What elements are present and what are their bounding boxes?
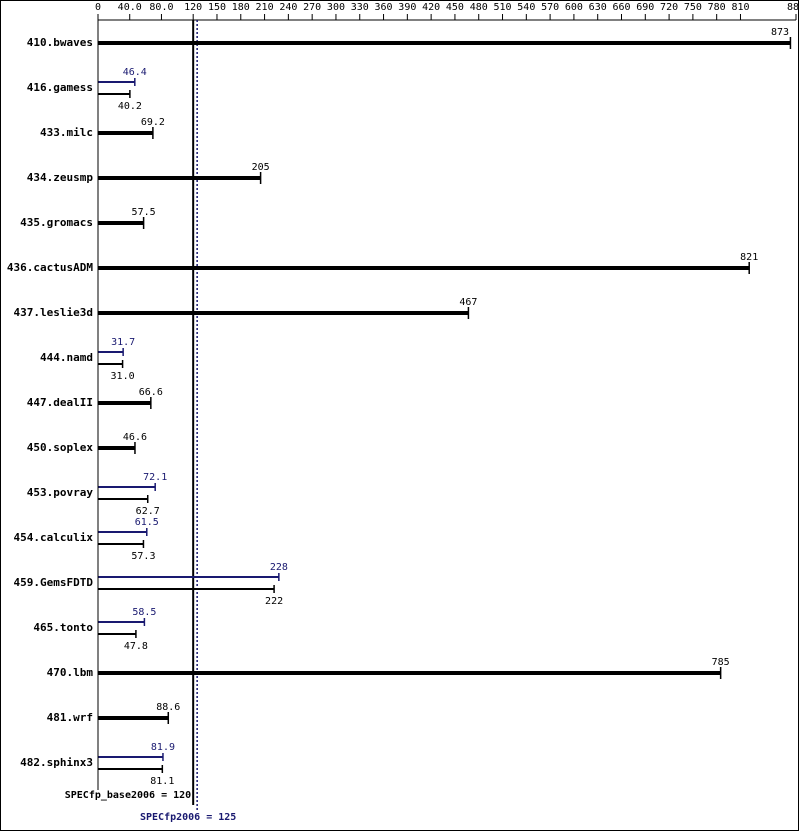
x-tick-label: 750	[684, 2, 702, 13]
value-label: 228	[270, 562, 288, 573]
value-label: 72.1	[143, 472, 167, 483]
value-label: 222	[265, 596, 283, 607]
x-tick-label: 360	[375, 2, 393, 13]
x-tick-label: 390	[398, 2, 416, 13]
x-tick-label: 150	[208, 2, 226, 13]
reference-label: SPECfp_base2006 = 120	[65, 790, 191, 801]
x-tick-label: 880	[787, 2, 799, 13]
x-tick-label: 570	[541, 2, 559, 13]
value-label: 47.8	[124, 641, 148, 652]
value-label: 467	[459, 297, 477, 308]
x-tick-label: 780	[708, 2, 726, 13]
category-label: 437.leslie3d	[14, 306, 93, 319]
category-label: 410.bwaves	[27, 36, 93, 49]
x-tick-label: 240	[279, 2, 297, 13]
x-tick-label: 480	[470, 2, 488, 13]
x-tick-label: 420	[422, 2, 440, 13]
x-tick-label: 630	[589, 2, 607, 13]
value-label: 40.2	[118, 101, 142, 112]
x-tick-label: 0	[95, 2, 101, 13]
category-label: 481.wrf	[47, 711, 93, 724]
x-tick-label: 450	[446, 2, 464, 13]
x-tick-label: 80.0	[149, 2, 173, 13]
value-label: 821	[740, 252, 758, 263]
value-label: 46.6	[123, 432, 147, 443]
x-tick-label: 540	[517, 2, 535, 13]
x-tick-label: 270	[303, 2, 321, 13]
value-label: 46.4	[123, 67, 147, 78]
value-label: 62.7	[136, 506, 160, 517]
x-tick-label: 720	[660, 2, 678, 13]
category-label: 447.dealII	[27, 396, 93, 409]
category-label: 459.GemsFDTD	[14, 576, 94, 589]
value-label: 69.2	[141, 117, 165, 128]
value-label: 785	[712, 657, 730, 668]
category-label: 470.lbm	[47, 666, 94, 679]
category-label: 433.milc	[40, 126, 93, 139]
x-tick-label: 510	[493, 2, 511, 13]
value-label: 57.3	[131, 551, 155, 562]
value-label: 57.5	[132, 207, 156, 218]
x-tick-label: 810	[731, 2, 749, 13]
reference-label: SPECfp2006 = 125	[140, 812, 236, 823]
category-label: 465.tonto	[33, 621, 93, 634]
category-label: 435.gromacs	[20, 216, 93, 229]
category-label: 450.soplex	[27, 441, 94, 454]
category-label: 436.cactusADM	[7, 261, 93, 274]
value-label: 66.6	[139, 387, 163, 398]
category-label: 434.zeusmp	[27, 171, 94, 184]
value-label: 31.0	[111, 371, 135, 382]
x-tick-label: 330	[351, 2, 369, 13]
x-tick-label: 600	[565, 2, 583, 13]
category-label: 416.gamess	[27, 81, 93, 94]
x-tick-label: 300	[327, 2, 345, 13]
value-label: 81.1	[150, 776, 174, 787]
x-tick-label: 180	[232, 2, 250, 13]
x-tick-label: 120	[184, 2, 202, 13]
x-tick-label: 690	[636, 2, 654, 13]
value-label: 58.5	[132, 607, 156, 618]
x-tick-label: 660	[612, 2, 630, 13]
category-label: 444.namd	[40, 351, 93, 364]
category-label: 453.povray	[27, 486, 94, 499]
x-tick-label: 40.0	[118, 2, 142, 13]
value-label: 205	[252, 162, 270, 173]
category-label: 482.sphinx3	[20, 756, 93, 769]
value-label: 873	[771, 27, 789, 38]
x-tick-label: 210	[256, 2, 274, 13]
category-label: 454.calculix	[14, 531, 94, 544]
value-label: 61.5	[135, 517, 159, 528]
value-label: 81.9	[151, 742, 175, 753]
value-label: 88.6	[156, 702, 180, 713]
value-label: 31.7	[111, 337, 135, 348]
